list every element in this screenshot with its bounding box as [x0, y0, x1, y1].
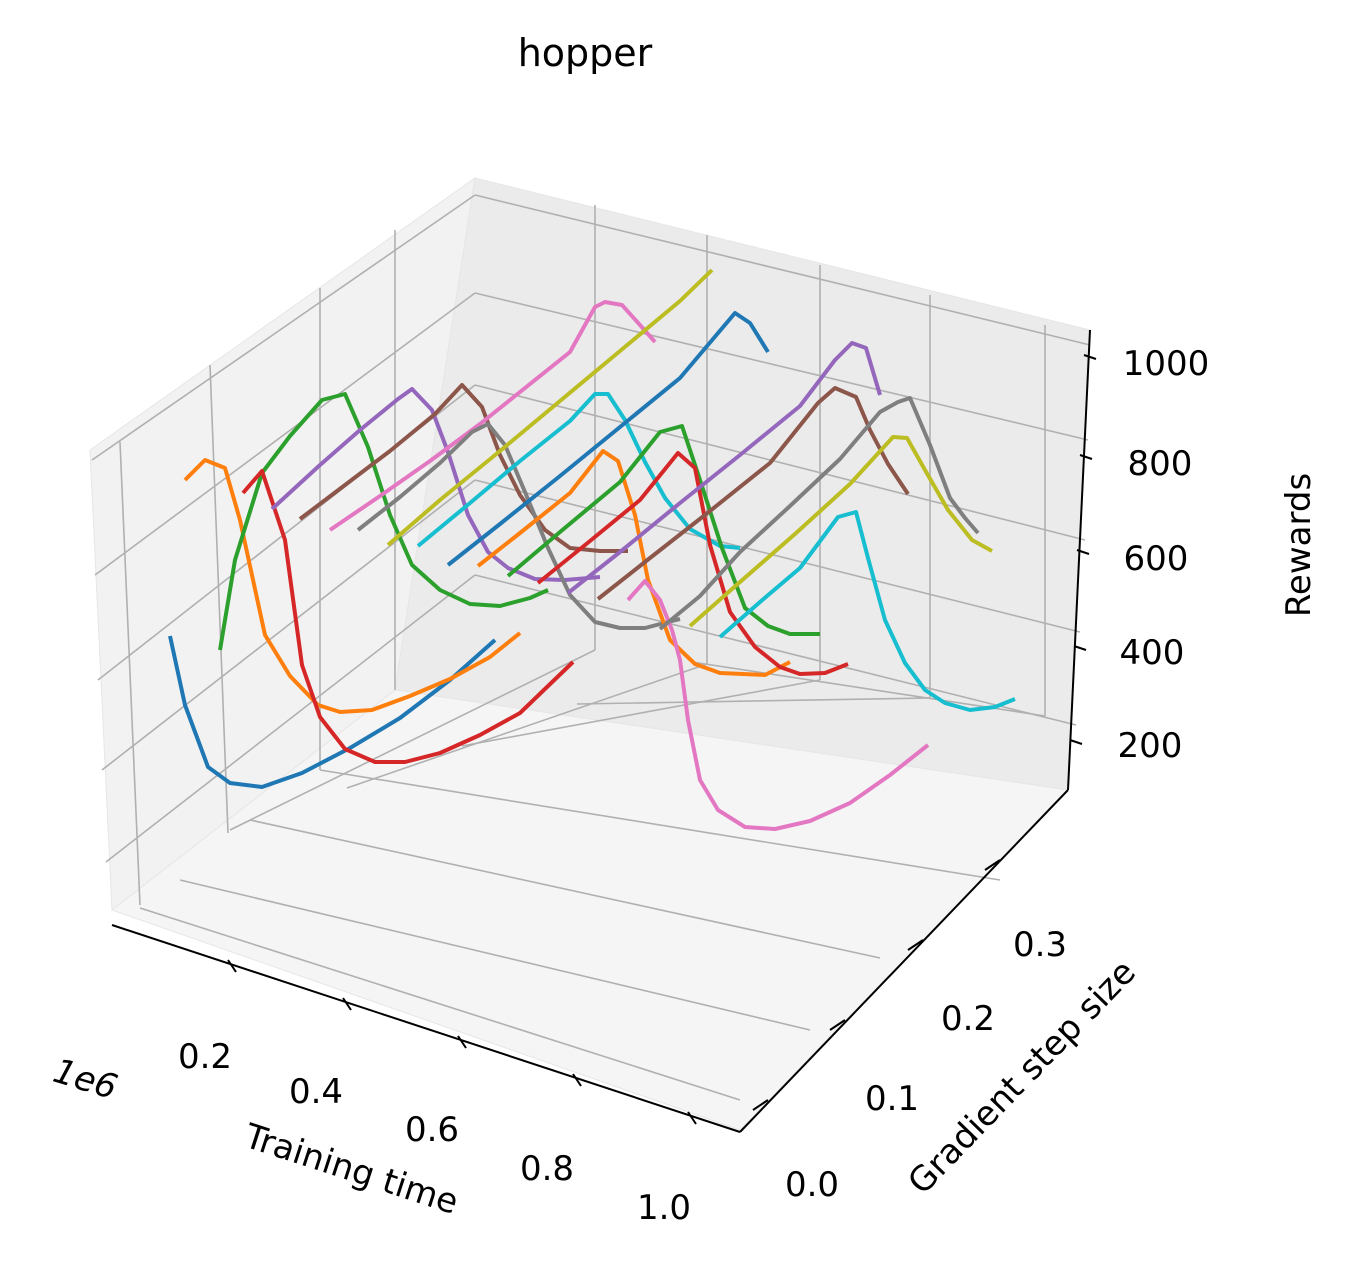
gridline — [91, 194, 476, 461]
gridline — [474, 194, 1091, 346]
series-line-13 — [506, 424, 820, 636]
gridline — [94, 292, 476, 576]
gridline — [474, 292, 1089, 441]
tick-mark — [572, 1073, 582, 1087]
series-line-16 — [596, 386, 910, 601]
tick-mark — [342, 997, 352, 1011]
y-axis-line — [739, 789, 1069, 1133]
tick-mark — [1076, 549, 1090, 555]
y-tick-label: 0.2 — [941, 999, 995, 1039]
y-tick-label: 0.1 — [865, 1079, 919, 1119]
tick-mark — [752, 1099, 769, 1111]
series-line-10 — [416, 392, 741, 550]
x-tick-labels: 0.2 0.4 0.6 0.8 1.0 — [178, 1037, 691, 1228]
gridline — [119, 441, 141, 906]
tick-mark — [1079, 454, 1093, 460]
gridline — [346, 663, 708, 789]
series-line-15 — [566, 341, 882, 595]
tick-marks — [227, 354, 1097, 1125]
x-tick-label: 0.4 — [289, 1072, 343, 1112]
gridline — [229, 649, 596, 831]
gridline — [576, 697, 931, 705]
z-tick-label: 800 — [1128, 444, 1193, 484]
axis-lines — [111, 329, 1091, 1133]
series-group — [168, 268, 1016, 831]
gridline — [474, 384, 1086, 541]
series-line-1 — [168, 635, 497, 789]
gridline — [105, 574, 476, 863]
series-line-5 — [270, 387, 601, 582]
series-line-7 — [328, 300, 657, 532]
x-tick-label: 0.2 — [178, 1037, 232, 1077]
y-tick-label: 0.3 — [1013, 925, 1067, 965]
z-tick-label: 200 — [1118, 726, 1183, 766]
gridline — [179, 879, 811, 1031]
series-line-3 — [218, 392, 549, 651]
tick-mark — [829, 1019, 846, 1031]
series-line-19 — [688, 435, 993, 628]
x-axis-line — [111, 924, 741, 1133]
series-line-17 — [626, 579, 930, 831]
z-tick-label: 1000 — [1123, 344, 1210, 384]
z-axis-line — [1067, 329, 1091, 791]
series-line-9 — [386, 268, 714, 547]
gridline — [101, 479, 476, 771]
gridlines — [91, 194, 1091, 1101]
series-line-6 — [298, 383, 628, 553]
gridline — [474, 479, 1081, 633]
tick-mark — [687, 1111, 697, 1125]
gridline — [461, 679, 821, 747]
tick-mark — [1073, 645, 1087, 651]
series-line-14 — [536, 451, 849, 676]
gridline — [319, 769, 1001, 881]
gridline — [249, 819, 881, 959]
tick-mark — [457, 1035, 467, 1049]
chart-title: hopper — [518, 31, 653, 75]
x-tick-label: 0.6 — [405, 1110, 459, 1150]
y-tick-labels: 0.0 0.1 0.2 0.3 — [785, 925, 1067, 1205]
z-tick-label: 400 — [1120, 633, 1185, 673]
y-tick-label: 0.0 — [785, 1165, 839, 1205]
gridline — [209, 364, 229, 834]
tick-mark — [227, 959, 237, 973]
series-line-11 — [446, 311, 770, 567]
gridline — [139, 907, 741, 1101]
series-line-12 — [476, 449, 791, 677]
series-line-2 — [183, 458, 522, 714]
z-tick-labels: 200 400 600 800 1000 — [1118, 344, 1210, 766]
x-tick-label: 1.0 — [637, 1188, 691, 1228]
series-line-18 — [658, 396, 980, 631]
tick-mark — [1083, 354, 1097, 360]
z-axis-label: Rewards — [1279, 473, 1319, 617]
z-tick-label: 600 — [1124, 539, 1189, 579]
series-line-20 — [718, 510, 1016, 712]
series-line-4 — [241, 469, 575, 764]
tick-mark — [984, 859, 1001, 871]
tick-mark — [1069, 739, 1083, 745]
tick-mark — [907, 939, 924, 951]
x-tick-label: 0.8 — [520, 1149, 574, 1189]
